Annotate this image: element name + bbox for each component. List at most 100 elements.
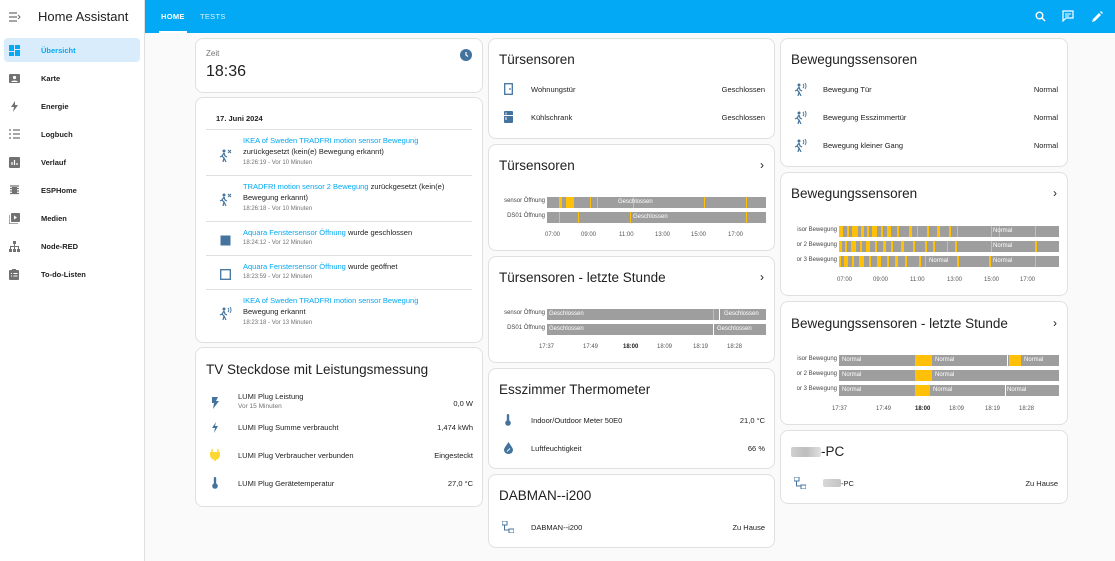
logbook-entity-link[interactable]: IKEA of Sweden TRADFRI motion sensor Bew… <box>243 136 419 145</box>
chevron-right-icon[interactable]: › <box>760 270 764 284</box>
door-sensors-card: Türsensoren Wohnungstür Geschlossen Kühl… <box>488 38 775 139</box>
sidebar-item-karte[interactable]: Karte <box>4 66 140 90</box>
history-bar[interactable]: Geschlossen <box>547 197 766 208</box>
thermometer-icon <box>501 413 515 427</box>
logbook-entity-link[interactable]: TRADFRI motion sensor 2 Bewegung <box>243 182 369 191</box>
history-segment-on <box>991 226 992 237</box>
entity-row[interactable]: Luftfeuchtigkeit 66 % <box>489 440 774 456</box>
entity-row[interactable]: LUMI Plug Verbraucher verbunden Eingeste… <box>196 447 482 463</box>
history-tick: 18:19 <box>985 406 1001 412</box>
history-series-label: or 2 Bewegung <box>796 371 837 377</box>
history-bar[interactable]: Normal Normal Normal <box>839 385 1059 396</box>
entity-name: Bewegung Esszimmertür <box>823 112 907 122</box>
entity-row[interactable]: Wohnungstür Geschlossen <box>489 81 774 97</box>
square-outline-icon <box>218 267 232 281</box>
door-history-card[interactable]: Türsensoren › sensor Öffnung Geschlossen… <box>488 144 775 251</box>
time-card[interactable]: Zeit 18:36 <box>195 38 483 93</box>
entity-row[interactable]: LUMI Plug Gerätetemperatur 27,0 °C <box>196 475 482 491</box>
history-bar[interactable]: Geschlossen Geschlossen <box>547 324 766 335</box>
entity-row[interactable]: Indoor/Outdoor Meter 50E0 21,0 °C <box>489 412 774 428</box>
history-bar[interactable]: Normal Normal <box>839 370 1059 381</box>
sidebar-item-node-red[interactable]: Node-RED <box>4 234 140 258</box>
history-segment-on <box>861 226 864 237</box>
logbook-entry: TRADFRI motion sensor 2 Bewegung zurückg… <box>206 175 472 221</box>
entity-state: 0,0 W <box>453 398 473 408</box>
edit-pencil-icon[interactable] <box>1090 9 1104 23</box>
history-bar[interactable]: Normal Normal Normal <box>839 355 1059 366</box>
door-last-hour-card[interactable]: Türsensoren - letzte Stunde › sensor Öff… <box>488 256 775 363</box>
chevron-right-icon[interactable]: › <box>1053 186 1057 200</box>
entity-row[interactable]: Kühlschrank Geschlossen <box>489 109 774 125</box>
history-state-text: Normal <box>933 387 953 393</box>
motion-last-hour-card[interactable]: Bewegungssensoren - letzte Stunde › isor… <box>780 301 1068 425</box>
history-series-label: DS01 Öffnung <box>507 213 545 219</box>
history-segment-on <box>901 241 904 252</box>
history-segment-on <box>839 241 842 252</box>
history-tick: 07:00 <box>545 232 561 238</box>
logbook-entity-link[interactable]: IKEA of Sweden TRADFRI motion sensor Bew… <box>243 296 419 305</box>
entity-state: 66 % <box>747 443 765 453</box>
history-segment-on <box>869 256 871 267</box>
history-bar[interactable]: Geschlossen Geschlossen <box>547 309 766 320</box>
history-state-text: Normal <box>842 357 862 363</box>
logbook-time: 18:23:18 - Vor 13 Minuten <box>243 320 313 326</box>
sidebar-item-medien[interactable]: Medien <box>4 206 140 230</box>
history-segment-on <box>859 256 864 267</box>
chevron-right-icon[interactable]: › <box>1053 316 1057 330</box>
search-icon[interactable] <box>1033 9 1047 23</box>
entity-row[interactable]: LUMI Plug Summe verbraucht 1,474 kWh <box>196 419 482 435</box>
entity-row[interactable]: DABMAN--i200 Zu Hause <box>489 519 774 535</box>
entity-name: Bewegung Tür <box>823 84 872 94</box>
history-segment-on <box>991 241 992 252</box>
time-label: Zeit <box>206 49 220 58</box>
tab-tests[interactable]: TESTS <box>200 12 226 21</box>
menu-icon[interactable] <box>4 6 26 28</box>
sidebar-item-label: Node-RED <box>41 241 79 251</box>
sidebar-item-logbuch[interactable]: Logbuch <box>4 122 140 146</box>
tab-home[interactable]: HOME <box>159 0 187 33</box>
logbook-message: wurde geöffnet <box>347 262 398 271</box>
history-tick: 18:28 <box>727 344 743 350</box>
entity-name: LUMI Plug Leistung <box>238 392 304 401</box>
history-segment-on <box>947 241 948 252</box>
entity-state: Zu Hause <box>732 522 765 532</box>
history-bar[interactable]: Geschlossen <box>547 212 766 223</box>
logbook-time: 18:23:59 - Vor 12 Minuten <box>243 274 313 280</box>
history-state-text: Normal <box>1007 387 1027 393</box>
logbook-entity-link[interactable]: Aquara Fenstersensor Öffnung <box>243 262 346 271</box>
entity-row[interactable]: Bewegung Esszimmertür Normal <box>781 109 1067 125</box>
chevron-right-icon[interactable]: › <box>760 158 764 172</box>
history-series-label: DS01 Öffnung <box>507 325 545 331</box>
history-state-text: Normal <box>993 243 1013 249</box>
entity-row[interactable]: Bewegung Tür Normal <box>781 81 1067 97</box>
history-segment-on <box>872 226 877 237</box>
history-state-text: Normal <box>935 372 955 378</box>
entity-row[interactable]: Bewegung kleiner Gang Normal <box>781 137 1067 153</box>
history-tick: 15:00 <box>984 277 1000 283</box>
history-bar[interactable]: Normal <box>839 226 1059 237</box>
logbook-entity-link[interactable]: Aquara Fenstersensor Öffnung <box>243 228 346 237</box>
logbook-entry: IKEA of Sweden TRADFRI motion sensor Bew… <box>206 129 472 175</box>
motion-history-card[interactable]: Bewegungssensoren › isor Bewegung Normal… <box>780 172 1068 296</box>
sidebar-item-to-do-listen[interactable]: To-do-Listen <box>4 262 140 286</box>
history-tick: 17:00 <box>1020 277 1036 283</box>
entity-row[interactable]: LUMI Plug Leistung Vor 15 Minuten 0,0 W <box>196 392 482 414</box>
history-bar[interactable]: Normal <box>839 241 1059 252</box>
history-segment-on <box>887 256 889 267</box>
card-title: -PC <box>821 444 845 459</box>
entity-row[interactable]: -PC Zu Hause <box>781 475 1067 491</box>
history-segment-on <box>925 241 927 252</box>
history-segment-on <box>919 256 921 267</box>
entity-name: Kühlschrank <box>531 112 573 122</box>
history-segment-on <box>866 241 870 252</box>
card-title: Bewegungssensoren <box>791 52 918 67</box>
time-value: 18:36 <box>206 63 247 80</box>
history-tick: 17:49 <box>583 344 599 350</box>
history-segment-on <box>999 226 1000 237</box>
sidebar-item-verlauf[interactable]: Verlauf <box>4 150 140 174</box>
history-bar[interactable]: Normal Normal <box>839 256 1059 267</box>
sidebar-item-uebersicht[interactable]: Übersicht <box>4 38 140 62</box>
sidebar-item-energie[interactable]: Energie <box>4 94 140 118</box>
assist-chat-icon[interactable] <box>1061 9 1075 23</box>
sidebar-item-esphome[interactable]: ESPHome <box>4 178 140 202</box>
